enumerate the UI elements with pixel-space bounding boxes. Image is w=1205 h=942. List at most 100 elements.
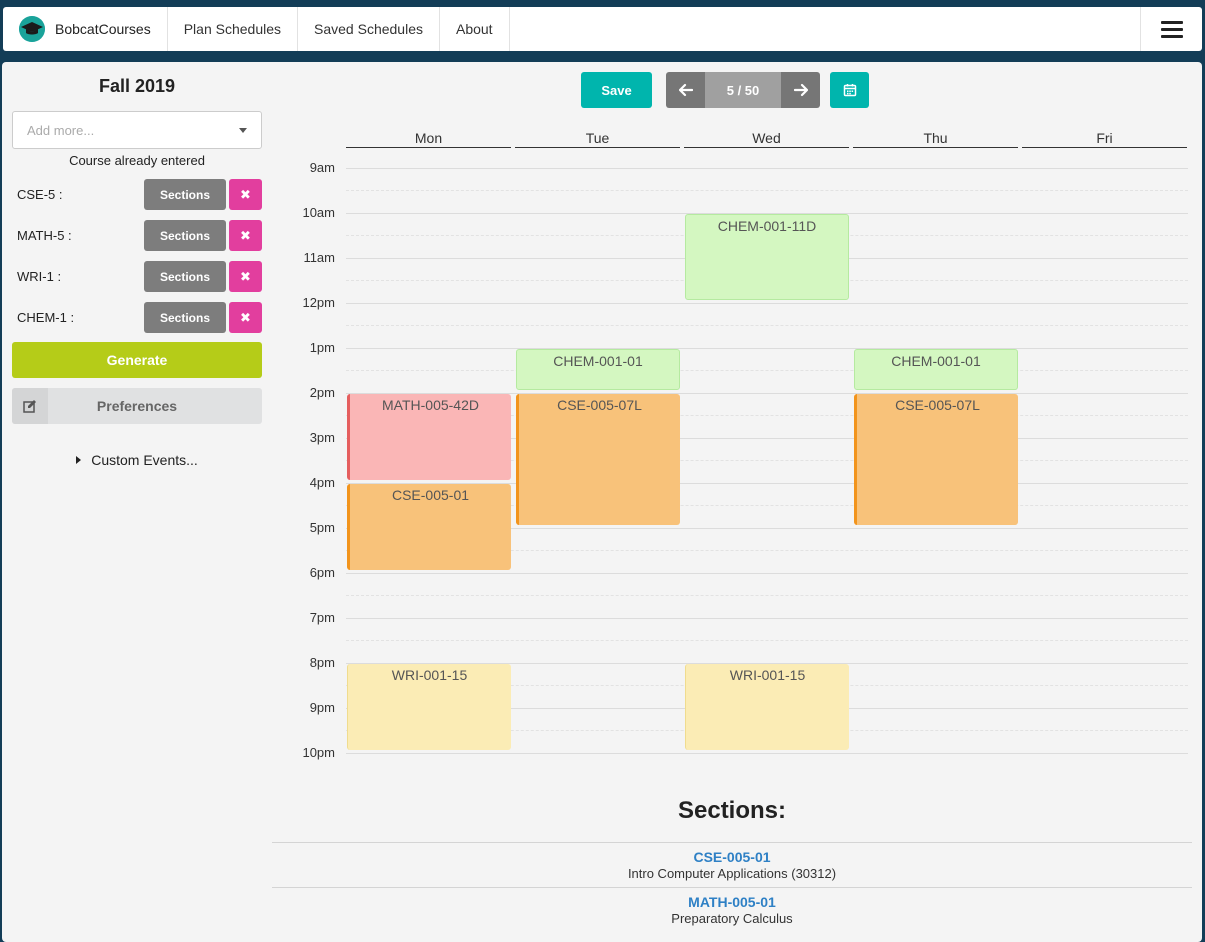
calendar-event[interactable]: WRI-001-15 — [685, 664, 849, 750]
section-course-name: Intro Computer Applications (30312) — [627, 866, 837, 881]
calendar-export-button[interactable] — [830, 72, 869, 108]
close-icon: ✖ — [240, 186, 251, 202]
nav-plan-schedules[interactable]: Plan Schedules — [168, 7, 299, 51]
course-label: CSE-5 : — [17, 187, 63, 202]
calendar-event[interactable]: CHEM-001-11D — [685, 214, 849, 300]
time-label: 8pm — [309, 655, 335, 670]
nav-saved-schedules[interactable]: Saved Schedules — [298, 7, 440, 51]
calendar-event-label: CHEM-001-01 — [891, 353, 981, 369]
calendar-event-label: CSE-005-01 — [391, 487, 470, 503]
schedule-pager: 5 / 50 — [666, 72, 820, 108]
course-row-cse: CSE-5 : Sections ✖ — [12, 179, 262, 210]
top-navbar: BobcatCourses Plan Schedules Saved Sched… — [3, 7, 1202, 51]
day-header-mon: Mon — [346, 130, 511, 148]
hour-gridline — [346, 168, 1188, 169]
section-divider — [272, 842, 1192, 843]
close-icon: ✖ — [240, 309, 251, 325]
calendar-event[interactable]: WRI-001-15 — [347, 664, 511, 750]
schedule-toolbar: Save 5 / 50 — [581, 72, 869, 108]
schedule-page-indicator: 5 / 50 — [705, 72, 781, 108]
calendar-event[interactable]: MATH-005-42D — [347, 394, 511, 480]
main-panel: Fall 2019 Add more... Course already ent… — [2, 62, 1202, 942]
half-hour-gridline — [346, 550, 1188, 551]
time-label: 10am — [302, 205, 335, 220]
time-label: 7pm — [309, 610, 335, 625]
hour-gridline — [346, 483, 1188, 484]
edit-icon — [12, 388, 48, 424]
course-label: WRI-1 : — [17, 269, 62, 284]
save-button[interactable]: Save — [581, 72, 652, 108]
time-label: 1pm — [309, 340, 335, 355]
course-label: CHEM-1 : — [17, 310, 75, 325]
hour-gridline — [346, 528, 1188, 529]
hour-gridline — [346, 618, 1188, 619]
remove-course-button-math[interactable]: ✖ — [229, 220, 262, 251]
time-label: 5pm — [309, 520, 335, 535]
calendar-event[interactable]: CSE-005-07L — [516, 394, 680, 525]
day-header-tue: Tue — [515, 130, 680, 148]
hour-gridline — [346, 663, 1188, 664]
section-list-item: MATH-005-01 Preparatory Calculus — [272, 894, 1192, 926]
preferences-button[interactable]: Preferences — [12, 388, 262, 424]
remove-course-button-wri[interactable]: ✖ — [229, 261, 262, 292]
calendar-event[interactable]: CHEM-001-01 — [516, 349, 680, 390]
caret-down-icon — [239, 128, 247, 133]
sections-button-math[interactable]: Sections — [144, 220, 226, 251]
generate-button[interactable]: Generate — [12, 342, 262, 378]
hour-gridline — [346, 303, 1188, 304]
calendar-event-label: WRI-001-15 — [729, 667, 806, 683]
custom-events-toggle[interactable]: Custom Events... — [12, 452, 262, 468]
time-label: 9pm — [309, 700, 335, 715]
previous-schedule-button[interactable] — [666, 72, 705, 108]
section-list-item: CSE-005-01 Intro Computer Applications (… — [272, 849, 1192, 881]
add-course-placeholder: Add more... — [27, 122, 95, 138]
hour-gridline — [346, 393, 1188, 394]
sections-button-wri[interactable]: Sections — [144, 261, 226, 292]
close-icon: ✖ — [240, 227, 251, 243]
preferences-label: Preferences — [96, 398, 178, 414]
section-divider — [272, 887, 1192, 888]
calendar-icon — [843, 84, 856, 97]
half-hour-gridline — [346, 595, 1188, 596]
half-hour-gridline — [346, 460, 1188, 461]
brand-name: BobcatCourses — [55, 21, 151, 37]
term-title: Fall 2019 — [98, 76, 176, 96]
nav-spacer — [510, 7, 1140, 51]
calendar-event-label: CHEM-001-01 — [553, 353, 643, 369]
sections-button-cse[interactable]: Sections — [144, 179, 226, 210]
graduation-cap-logo-icon — [19, 16, 45, 42]
hour-gridline — [346, 573, 1188, 574]
section-code-link[interactable]: CSE-005-01 — [693, 849, 771, 865]
half-hour-gridline — [346, 640, 1188, 641]
next-schedule-button[interactable] — [781, 72, 820, 108]
sections-heading: Sections: — [677, 797, 787, 824]
sidebar: Fall 2019 Add more... Course already ent… — [12, 62, 262, 468]
brand-link[interactable]: BobcatCourses — [3, 7, 168, 51]
half-hour-gridline — [346, 370, 1188, 371]
add-course-dropdown[interactable]: Add more... — [12, 111, 262, 149]
hamburger-menu-button[interactable] — [1140, 7, 1202, 51]
nav-about[interactable]: About — [440, 7, 510, 51]
time-label: 4pm — [309, 475, 335, 490]
calendar-event-label: CHEM-001-11D — [717, 218, 817, 234]
course-row-chem: CHEM-1 : Sections ✖ — [12, 302, 262, 333]
custom-events-label: Custom Events... — [91, 452, 198, 468]
remove-course-button-chem[interactable]: ✖ — [229, 302, 262, 333]
hour-gridline — [346, 753, 1188, 754]
sections-button-chem[interactable]: Sections — [144, 302, 226, 333]
half-hour-gridline — [346, 505, 1188, 506]
caret-right-icon — [76, 456, 82, 464]
day-header-thu: Thu — [853, 130, 1018, 148]
day-header-fri: Fri — [1022, 130, 1187, 148]
remove-course-button-cse[interactable]: ✖ — [229, 179, 262, 210]
calendar-event-label: CSE-005-07L — [895, 397, 980, 413]
course-label: MATH-5 : — [17, 228, 72, 243]
calendar-event-label: CSE-005-07L — [557, 397, 642, 413]
time-label: 12pm — [302, 295, 335, 310]
calendar-event[interactable]: CSE-005-07L — [854, 394, 1018, 525]
hour-gridline — [346, 438, 1188, 439]
calendar-event[interactable]: CSE-005-01 — [347, 484, 511, 570]
calendar-event-label: WRI-001-15 — [391, 667, 468, 683]
section-code-link[interactable]: MATH-005-01 — [688, 894, 776, 910]
calendar-event[interactable]: CHEM-001-01 — [854, 349, 1018, 390]
